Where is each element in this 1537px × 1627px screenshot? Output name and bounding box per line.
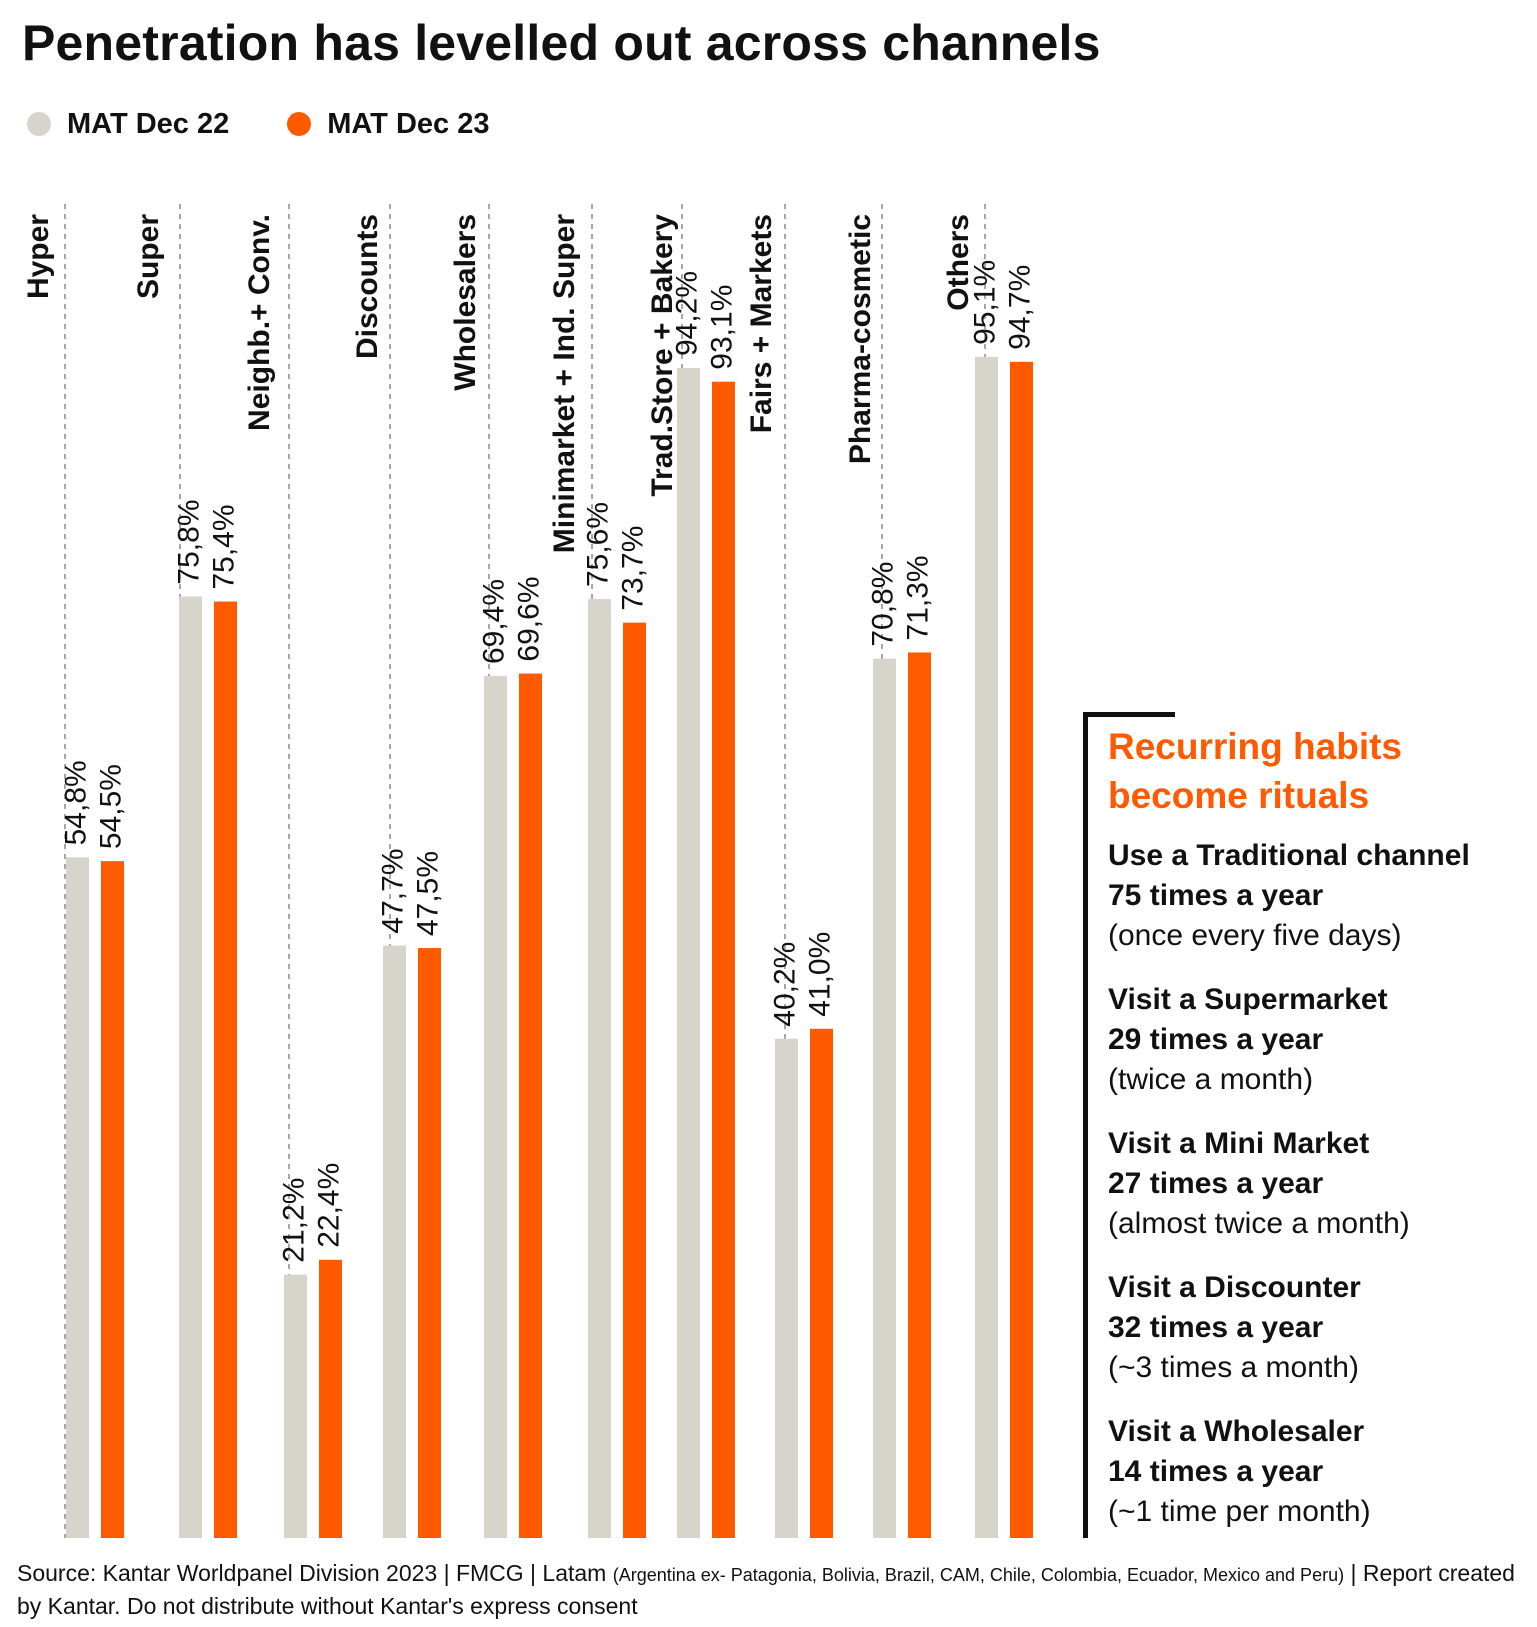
habit-line1: Visit a Discounter bbox=[1108, 1271, 1361, 1304]
bar-value-label: 40,2% bbox=[768, 942, 801, 1027]
page-title: Penetration has levelled out across chan… bbox=[22, 15, 1101, 71]
bar-value-label: 21,2% bbox=[277, 1178, 310, 1263]
bar bbox=[873, 658, 896, 1538]
category-label: Wholesalers bbox=[449, 214, 482, 391]
panel-bracket-horizontal bbox=[1083, 712, 1175, 717]
legend-dot-icon bbox=[287, 112, 312, 136]
bar bbox=[214, 601, 237, 1538]
habit-line2: 32 times a year bbox=[1108, 1311, 1324, 1344]
legend: MAT Dec 22 MAT Dec 23 bbox=[27, 106, 547, 142]
bar bbox=[383, 945, 406, 1538]
category-label: Neighb.+ Conv. bbox=[243, 214, 276, 431]
legend-label: MAT Dec 23 bbox=[327, 107, 490, 140]
bar-value-label: 73,7% bbox=[616, 526, 649, 611]
legend-label: MAT Dec 22 bbox=[67, 107, 230, 140]
habit-note: (once every five days) bbox=[1108, 919, 1402, 952]
category-label: Others bbox=[942, 214, 975, 311]
bar-value-label: 70,8% bbox=[866, 562, 899, 647]
category-label: Discounts bbox=[351, 214, 384, 359]
habit-item: Visit a Wholesaler 14 times a year (~1 t… bbox=[1108, 1412, 1533, 1532]
bar bbox=[101, 861, 124, 1538]
bar bbox=[179, 596, 202, 1538]
bar bbox=[677, 368, 700, 1538]
bar bbox=[319, 1259, 342, 1538]
bar bbox=[66, 857, 89, 1538]
bar bbox=[284, 1274, 307, 1538]
habit-note: (almost twice a month) bbox=[1108, 1207, 1410, 1240]
source-note: Source: Kantar Worldpanel Division 2023 … bbox=[17, 1558, 1517, 1622]
habit-line2: 27 times a year bbox=[1108, 1167, 1324, 1200]
habit-line2: 14 times a year bbox=[1108, 1455, 1324, 1488]
category-label: Fairs + Markets bbox=[745, 214, 778, 433]
category-label: Trad.Store + Bakery bbox=[646, 214, 679, 497]
panel-heading: Recurring habits become rituals bbox=[1108, 726, 1402, 816]
habit-item: Visit a Discounter 32 times a year (~3 t… bbox=[1108, 1268, 1533, 1388]
category-label: Super bbox=[132, 214, 165, 299]
bar bbox=[1010, 361, 1033, 1539]
bar bbox=[712, 381, 735, 1538]
habit-note: (twice a month) bbox=[1108, 1063, 1314, 1096]
source-main: Source: Kantar Worldpanel Division 2023 … bbox=[17, 1560, 607, 1586]
bar bbox=[775, 1038, 798, 1538]
bar-value-label: 94,2% bbox=[670, 271, 703, 356]
bar-value-label: 75,8% bbox=[172, 499, 205, 584]
habit-line1: Visit a Supermarket bbox=[1108, 983, 1388, 1016]
bar bbox=[588, 599, 611, 1538]
bar-value-label: 41,0% bbox=[803, 932, 836, 1017]
habit-item: Visit a Mini Market 27 times a year (alm… bbox=[1108, 1124, 1533, 1244]
habit-line1: Use a Traditional channel bbox=[1108, 839, 1470, 872]
panel-bracket-vertical bbox=[1083, 712, 1088, 1538]
bar bbox=[519, 673, 542, 1538]
bar-value-label: 54,5% bbox=[94, 764, 127, 849]
legend-item-dec23: MAT Dec 23 bbox=[287, 108, 489, 141]
habit-line2: 75 times a year bbox=[1108, 879, 1324, 912]
category-label: Pharma-cosmetic bbox=[844, 214, 877, 464]
habit-item: Visit a Supermarket 29 times a year (twi… bbox=[1108, 980, 1533, 1100]
bar-value-label: 93,1% bbox=[705, 285, 738, 370]
habit-note: (~3 times a month) bbox=[1108, 1351, 1359, 1384]
source-tail: | Report created by Kantar. Do not distr… bbox=[17, 1560, 1515, 1619]
bar bbox=[975, 356, 998, 1538]
habit-line1: Visit a Mini Market bbox=[1108, 1127, 1370, 1160]
bar-value-label: 71,3% bbox=[901, 555, 934, 640]
bar-value-label: 47,5% bbox=[411, 851, 444, 936]
bar-value-label: 47,7% bbox=[376, 848, 409, 933]
source-countries: (Argentina ex- Patagonia, Bolivia, Brazi… bbox=[612, 1565, 1345, 1585]
bar bbox=[908, 652, 931, 1538]
bar-value-label: 95,1% bbox=[968, 260, 1001, 345]
legend-item-dec22: MAT Dec 22 bbox=[27, 108, 229, 141]
category-label: Minimarket + Ind. Super bbox=[548, 214, 581, 554]
habit-item: Use a Traditional channel 75 times a yea… bbox=[1108, 836, 1533, 956]
category-label: Hyper bbox=[22, 214, 55, 299]
habit-line2: 29 times a year bbox=[1108, 1023, 1324, 1056]
bar-value-label: 75,4% bbox=[207, 504, 240, 589]
habit-note: (~1 time per month) bbox=[1108, 1495, 1371, 1528]
bar-value-label: 54,8% bbox=[59, 760, 92, 845]
bar bbox=[810, 1028, 833, 1538]
bar bbox=[623, 622, 646, 1538]
bar bbox=[484, 676, 507, 1538]
bar bbox=[418, 948, 441, 1538]
habit-line1: Visit a Wholesaler bbox=[1108, 1415, 1365, 1448]
bar-value-label: 94,7% bbox=[1003, 265, 1036, 350]
bar-value-label: 69,4% bbox=[477, 579, 510, 664]
bar-value-label: 75,6% bbox=[581, 502, 614, 587]
bar-value-label: 22,4% bbox=[312, 1163, 345, 1248]
bar-value-label: 69,6% bbox=[512, 576, 545, 661]
legend-dot-icon bbox=[27, 112, 51, 136]
